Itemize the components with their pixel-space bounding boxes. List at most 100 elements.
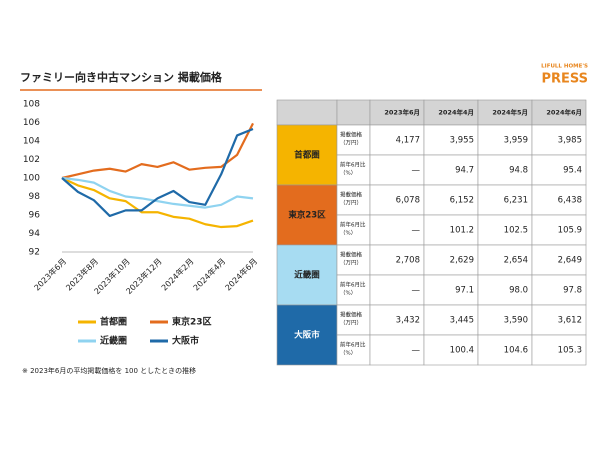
table-value: 101.2 — [450, 226, 474, 236]
footnote: ※ 2023年6月の平均掲載価格を 100 としたときの推移 — [22, 366, 196, 375]
table-cell — [336, 124, 371, 156]
table-cell — [531, 184, 587, 216]
table-cell — [477, 274, 533, 306]
table-cell — [531, 244, 587, 276]
table-value: 94.8 — [509, 166, 528, 176]
table-cell — [423, 99, 479, 126]
region-name: 東京23区 — [288, 210, 326, 221]
table-value: 2,708 — [396, 256, 420, 266]
row-label: 掲載価格 — [340, 131, 363, 139]
table-value: — — [412, 346, 421, 356]
table-value: 97.8 — [563, 286, 582, 296]
row-label: 前年6月比 — [340, 281, 366, 289]
logo-top: LIFULL HOME'S — [541, 64, 588, 70]
x-tick-label: 2024年2月 — [159, 256, 195, 292]
legend-label: 東京23区 — [172, 316, 212, 328]
table-value: 95.4 — [563, 166, 582, 176]
table-value: — — [412, 166, 421, 176]
row-label: （万円） — [340, 320, 362, 327]
table-value: 100.4 — [450, 346, 474, 356]
column-header: 2024年5月 — [492, 108, 528, 117]
y-tick-label: 106 — [23, 118, 40, 128]
table-value: 6,152 — [450, 196, 474, 206]
series-line — [61, 127, 254, 218]
table-value: 3,445 — [450, 316, 474, 326]
table-cell — [477, 124, 533, 156]
table-cell — [336, 99, 371, 126]
row-label: 掲載価格 — [340, 191, 363, 199]
row-label: （万円） — [340, 260, 362, 267]
row-label: 掲載価格 — [340, 251, 363, 259]
row-label: 掲載価格 — [340, 311, 363, 319]
row-label: （万円） — [340, 140, 362, 147]
y-tick-label: 102 — [23, 155, 40, 165]
table-value: — — [412, 226, 421, 236]
y-tick-label: 98 — [29, 192, 41, 202]
column-header: 2023年6月 — [384, 108, 420, 117]
table-cell — [477, 304, 533, 336]
region-name: 首都圏 — [294, 150, 320, 161]
table-value: 105.9 — [558, 226, 582, 236]
table-cell — [336, 244, 371, 276]
table-cell — [531, 334, 587, 366]
region-name: 大阪市 — [294, 330, 320, 341]
table-cell — [369, 124, 425, 156]
table-cell — [531, 99, 587, 126]
x-tick-label: 2023年6月 — [32, 256, 68, 292]
table-cell — [423, 304, 479, 336]
table-cell — [276, 99, 338, 126]
table-cell — [369, 274, 425, 306]
table-value: — — [412, 286, 421, 296]
series-line — [61, 122, 254, 180]
row-label: 前年6月比 — [340, 221, 366, 229]
table-value: 3,985 — [558, 136, 582, 146]
table-cell — [423, 124, 479, 156]
table-cell — [531, 304, 587, 336]
table-value: 2,654 — [504, 256, 528, 266]
row-label: （%） — [340, 230, 356, 237]
row-label: 前年6月比 — [340, 341, 366, 349]
table-value: 6,078 — [396, 196, 420, 206]
table-value: 3,590 — [504, 316, 528, 326]
series-line — [61, 176, 254, 209]
table-cell — [477, 214, 533, 246]
table-value: 3,432 — [396, 316, 420, 326]
table-cell — [423, 334, 479, 366]
table-cell — [336, 154, 371, 186]
column-header: 2024年6月 — [546, 108, 582, 117]
x-tick-label: 2024年4月 — [191, 256, 227, 292]
logo-main: PRESS — [541, 72, 588, 87]
table-cell — [369, 244, 425, 276]
y-tick-label: 108 — [23, 100, 40, 110]
legend-label: 近畿圏 — [100, 335, 127, 347]
table-cell — [276, 304, 338, 366]
table-value: 3,959 — [504, 136, 528, 146]
table-value: 102.5 — [504, 226, 528, 236]
table-value: 104.6 — [504, 346, 528, 356]
table-cell — [423, 214, 479, 246]
table-cell — [369, 214, 425, 246]
row-label: 前年6月比 — [340, 161, 366, 169]
row-label: （%） — [340, 170, 356, 177]
y-tick-label: 94 — [29, 229, 41, 239]
table-cell — [531, 274, 587, 306]
y-tick-label: 92 — [29, 248, 40, 258]
table-value: 6,231 — [504, 196, 528, 206]
table-cell — [531, 154, 587, 186]
x-tick-label: 2024年6月 — [223, 256, 259, 292]
table-value: 94.7 — [455, 166, 474, 176]
table-cell — [369, 334, 425, 366]
region-name: 近畿圏 — [294, 270, 320, 281]
y-tick-label: 104 — [23, 137, 40, 147]
legend-label: 首都圏 — [100, 316, 127, 328]
table-value: 4,177 — [396, 136, 420, 146]
table-value: 2,629 — [450, 256, 474, 266]
table-cell — [336, 214, 371, 246]
table-cell — [369, 99, 425, 126]
table-cell — [336, 334, 371, 366]
table-cell — [531, 214, 587, 246]
row-label: （%） — [340, 290, 356, 297]
table-value: 3,612 — [558, 316, 582, 326]
table-value: 98.0 — [509, 286, 528, 296]
table-value: 105.3 — [558, 346, 582, 356]
